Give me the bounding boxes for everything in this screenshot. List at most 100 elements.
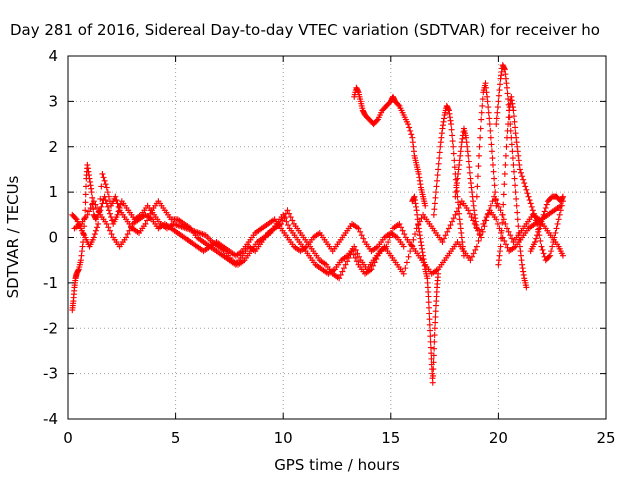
data-point bbox=[353, 258, 360, 265]
data-point bbox=[368, 266, 375, 273]
data-point bbox=[407, 127, 414, 134]
data-point bbox=[100, 174, 107, 181]
data-point bbox=[431, 345, 438, 352]
data-point bbox=[425, 299, 432, 306]
data-point bbox=[508, 235, 515, 242]
data-point bbox=[418, 215, 425, 222]
data-point bbox=[98, 183, 105, 190]
data-point bbox=[526, 197, 533, 204]
data-point bbox=[358, 232, 365, 239]
data-point bbox=[112, 193, 119, 200]
data-point bbox=[469, 253, 476, 260]
data-point bbox=[466, 169, 473, 176]
data-point bbox=[478, 234, 485, 241]
data-point bbox=[451, 164, 458, 171]
data-point bbox=[360, 235, 367, 242]
data-point bbox=[127, 224, 134, 231]
data-point bbox=[486, 207, 493, 214]
data-point bbox=[558, 202, 565, 209]
data-point bbox=[406, 124, 413, 131]
data-point bbox=[373, 256, 380, 263]
data-point bbox=[495, 203, 502, 210]
x-tick-label: 20 bbox=[489, 429, 508, 447]
data-point bbox=[521, 180, 528, 187]
data-point bbox=[528, 203, 535, 210]
data-point bbox=[445, 225, 452, 232]
data-point bbox=[354, 250, 361, 257]
x-axis-label: GPS time / hours bbox=[274, 456, 400, 474]
data-point bbox=[467, 257, 474, 264]
data-point bbox=[466, 210, 473, 217]
data-point bbox=[535, 228, 542, 235]
y-tick-label: 0 bbox=[48, 229, 58, 247]
data-point bbox=[502, 241, 509, 248]
data-point bbox=[450, 150, 457, 157]
data-point bbox=[439, 239, 446, 246]
data-point bbox=[537, 222, 544, 229]
data-point bbox=[434, 177, 441, 184]
data-point bbox=[466, 164, 473, 171]
data-point bbox=[410, 236, 417, 243]
data-point bbox=[493, 216, 500, 223]
data-point bbox=[371, 259, 378, 266]
data-point bbox=[510, 161, 517, 168]
data-point bbox=[491, 175, 498, 182]
data-point bbox=[281, 214, 288, 221]
data-point bbox=[373, 117, 380, 124]
data-point bbox=[104, 203, 111, 210]
data-point bbox=[103, 200, 110, 207]
y-tick-label: -3 bbox=[43, 365, 58, 383]
data-point bbox=[82, 207, 89, 214]
data-point bbox=[497, 243, 504, 250]
data-point bbox=[92, 227, 99, 234]
data-point bbox=[344, 258, 351, 265]
data-point bbox=[509, 148, 516, 155]
data-point bbox=[449, 132, 456, 139]
data-point bbox=[549, 243, 556, 250]
data-point bbox=[527, 200, 534, 207]
data-point bbox=[103, 220, 110, 227]
data-point bbox=[472, 246, 479, 253]
data-point bbox=[124, 231, 131, 238]
data-point bbox=[431, 200, 438, 207]
data-point bbox=[509, 155, 516, 162]
data-point bbox=[352, 254, 359, 261]
data-point bbox=[541, 208, 548, 215]
data-point bbox=[89, 194, 96, 201]
data-point bbox=[481, 223, 488, 230]
data-point bbox=[408, 242, 415, 249]
data-point bbox=[82, 191, 89, 198]
data-point bbox=[427, 344, 434, 351]
data-point bbox=[492, 195, 499, 202]
data-point bbox=[512, 189, 519, 196]
data-point bbox=[342, 261, 349, 268]
data-point bbox=[92, 201, 99, 208]
data-point bbox=[279, 217, 286, 224]
data-point bbox=[531, 214, 538, 221]
data-point bbox=[523, 284, 530, 291]
data-point bbox=[493, 202, 500, 209]
data-point bbox=[101, 177, 108, 184]
data-point bbox=[474, 183, 481, 190]
data-point bbox=[511, 168, 518, 175]
data-point bbox=[430, 359, 437, 366]
data-point bbox=[90, 206, 97, 213]
y-tick-label: -4 bbox=[43, 410, 58, 428]
data-point bbox=[489, 155, 496, 162]
data-point bbox=[448, 121, 455, 128]
data-point bbox=[504, 84, 511, 91]
data-point bbox=[98, 203, 105, 210]
data-point bbox=[82, 199, 89, 206]
data-point bbox=[514, 209, 521, 216]
data-point bbox=[431, 332, 438, 339]
data-point bbox=[505, 121, 512, 128]
data-point bbox=[486, 121, 493, 128]
data-point bbox=[523, 186, 530, 193]
data-point bbox=[422, 202, 429, 209]
data-point bbox=[442, 232, 449, 239]
data-point bbox=[505, 228, 512, 235]
data-point bbox=[426, 316, 433, 323]
data-point bbox=[476, 143, 483, 150]
data-point bbox=[430, 211, 437, 218]
